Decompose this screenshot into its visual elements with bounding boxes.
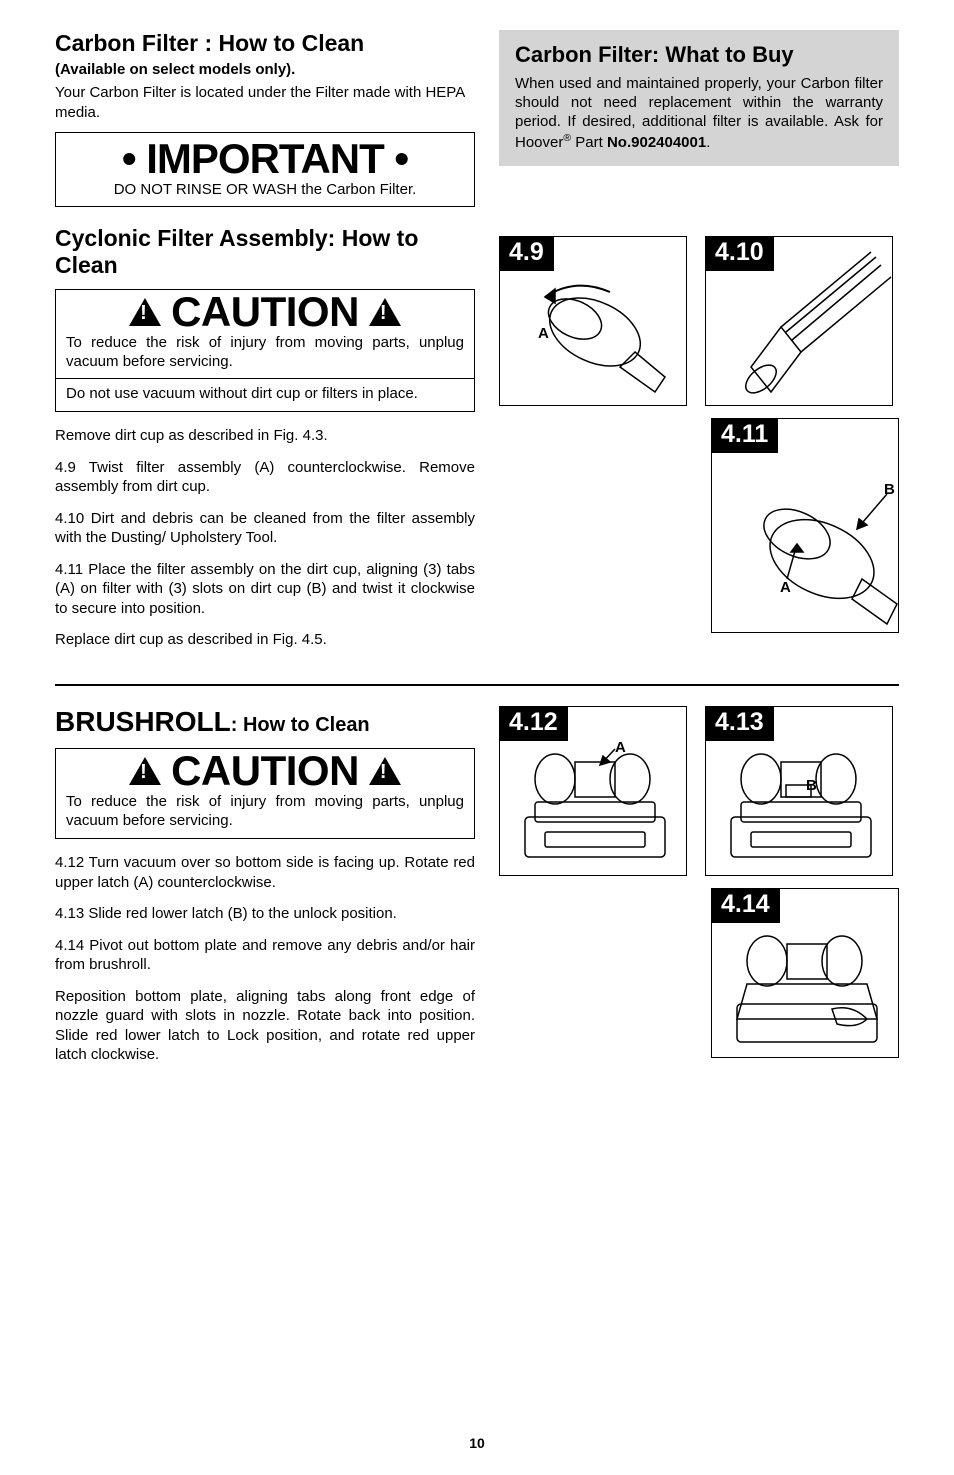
page-number: 10: [469, 1435, 485, 1451]
figure-4-14: 4.14: [711, 888, 899, 1058]
figure-letter-a: A: [780, 579, 791, 596]
cyclonic-p3: 4.10 Dirt and debris can be cleaned from…: [55, 509, 475, 548]
cyclonic-title: Cyclonic Filter Assembly: How to Clean: [55, 225, 475, 279]
carbon-buy-title: Carbon Filter: What to Buy: [515, 42, 883, 68]
figure-4-9: 4.9 A: [499, 236, 687, 406]
carbon-clean-subtitle: (Available on select models only).: [55, 61, 475, 78]
carbon-clean-title: Carbon Filter : How to Clean: [55, 30, 475, 57]
figure-4-12-illustration: [500, 707, 688, 877]
important-box: • IMPORTANT • DO NOT RINSE OR WASH the C…: [55, 132, 475, 207]
cyclonic-p5: Replace dirt cup as described in Fig. 4.…: [55, 630, 475, 650]
caution-box-brushroll: CAUTION To reduce the risk of injury fro…: [55, 748, 475, 840]
figure-4-12: 4.12 A: [499, 706, 687, 876]
figure-4-13-illustration: [706, 707, 894, 877]
figure-4-10: 4.10: [705, 236, 893, 406]
cyclonic-p4: 4.11 Place the filter assembly on the di…: [55, 560, 475, 619]
cyclonic-p2: 4.9 Twist filter assembly (A) counterclo…: [55, 458, 475, 497]
caution-divider: [56, 378, 474, 379]
figure-4-9-illustration: [500, 237, 688, 407]
warning-triangle-icon: [129, 757, 161, 785]
figure-4-14-illustration: [712, 889, 900, 1059]
caution-word: CAUTION: [171, 290, 359, 334]
important-heading: • IMPORTANT •: [64, 135, 466, 183]
caution-heading: CAUTION: [66, 290, 464, 334]
figure-letter-b: B: [884, 481, 895, 498]
figure-4-11-illustration: [712, 419, 900, 634]
caution-word: CAUTION: [171, 749, 359, 793]
figure-letter-b: B: [806, 777, 817, 794]
brushroll-title: BRUSHROLL: How to Clean: [55, 706, 475, 738]
carbon-buy-body: When used and maintained properly, your …: [515, 74, 883, 152]
caution-box-cyclonic: CAUTION To reduce the risk of injury fro…: [55, 289, 475, 412]
section-divider: [55, 684, 899, 686]
caution-text-2: Do not use vacuum without dirt cup or fi…: [66, 385, 464, 404]
caution-text: To reduce the risk of injury from moving…: [66, 793, 464, 831]
carbon-buy-box: Carbon Filter: What to Buy When used and…: [499, 30, 899, 166]
figure-letter-a: A: [538, 325, 549, 342]
brushroll-p4: Reposition bottom plate, aligning tabs a…: [55, 987, 475, 1065]
figure-4-13: 4.13 B: [705, 706, 893, 876]
caution-heading: CAUTION: [66, 749, 464, 793]
brushroll-p3: 4.14 Pivot out bottom plate and remove a…: [55, 936, 475, 975]
figure-4-11: 4.11 A B: [711, 418, 899, 633]
brushroll-p1: 4.12 Turn vacuum over so bottom side is …: [55, 853, 475, 892]
brushroll-p2: 4.13 Slide red lower latch (B) to the un…: [55, 904, 475, 924]
warning-triangle-icon: [129, 298, 161, 326]
figure-4-10-illustration: [706, 237, 894, 407]
figure-letter-a: A: [615, 739, 626, 756]
carbon-clean-body: Your Carbon Filter is located under the …: [55, 83, 475, 122]
cyclonic-p1: Remove dirt cup as described in Fig. 4.3…: [55, 426, 475, 446]
warning-triangle-icon: [369, 298, 401, 326]
important-subtext: DO NOT RINSE OR WASH the Carbon Filter.: [64, 181, 466, 198]
caution-text-1: To reduce the risk of injury from moving…: [66, 334, 464, 372]
warning-triangle-icon: [369, 757, 401, 785]
